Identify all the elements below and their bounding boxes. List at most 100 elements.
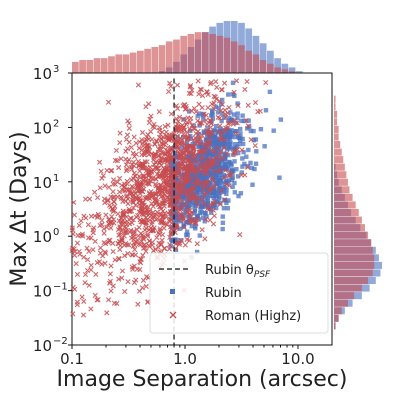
data-point <box>159 129 165 135</box>
data-point <box>191 211 197 216</box>
data-point <box>185 135 191 141</box>
y-tick-label: 10 <box>33 228 52 246</box>
data-point <box>164 156 170 162</box>
data-point <box>184 229 190 234</box>
data-point <box>137 206 143 212</box>
data-point <box>117 246 123 253</box>
data-point <box>123 162 129 168</box>
data-point <box>101 230 107 236</box>
data-point <box>148 113 154 119</box>
data-point <box>142 138 148 145</box>
right-hist-bar <box>334 141 341 149</box>
data-point <box>154 171 160 177</box>
x-axis-label: Image Separation (arcsec) <box>57 367 348 392</box>
data-point <box>278 117 284 122</box>
data-point <box>153 198 159 205</box>
data-point <box>202 219 207 224</box>
data-point <box>225 132 230 137</box>
data-point <box>231 112 237 117</box>
top-marginal-histogram <box>72 21 303 74</box>
data-point <box>159 219 165 226</box>
data-point <box>123 230 129 236</box>
data-point <box>84 267 91 274</box>
data-point <box>185 174 191 180</box>
data-point <box>139 129 146 136</box>
data-point <box>156 240 162 246</box>
data-point <box>187 126 193 132</box>
data-point <box>117 140 123 146</box>
data-point <box>158 140 164 146</box>
data-point <box>213 79 219 85</box>
y-tick-exponent: −2 <box>53 336 68 347</box>
data-point <box>78 218 84 224</box>
data-point <box>197 111 202 116</box>
data-point <box>226 104 232 111</box>
data-point <box>206 167 212 172</box>
data-point <box>219 87 225 93</box>
data-point <box>108 263 114 269</box>
data-point <box>139 188 146 195</box>
data-point <box>143 283 149 289</box>
top-hist-bar <box>267 63 274 73</box>
data-point <box>167 201 173 207</box>
data-point <box>131 153 138 160</box>
data-point <box>192 156 198 162</box>
data-point <box>106 238 112 244</box>
data-point <box>139 203 145 209</box>
data-point <box>199 227 205 233</box>
data-point <box>178 204 184 210</box>
data-point <box>211 134 217 140</box>
top-hist-bar <box>187 34 195 73</box>
data-point <box>170 224 175 230</box>
top-hist-bar <box>238 45 245 73</box>
data-point <box>171 131 177 137</box>
top-hist-bar <box>122 54 130 73</box>
data-point <box>212 183 218 190</box>
data-point <box>161 179 167 186</box>
data-point <box>184 143 190 150</box>
data-point <box>79 233 86 239</box>
data-point <box>218 136 224 142</box>
data-point <box>110 189 116 195</box>
top-hist-bar <box>245 50 253 73</box>
data-point <box>194 199 200 205</box>
data-point <box>222 127 228 134</box>
data-point <box>177 226 183 231</box>
data-point <box>146 181 153 187</box>
data-point <box>209 172 214 177</box>
data-point <box>131 279 137 286</box>
data-point <box>211 204 216 209</box>
data-point <box>184 129 190 136</box>
data-point <box>73 260 79 267</box>
data-point <box>168 231 174 237</box>
data-point <box>210 207 216 213</box>
data-point <box>185 232 190 238</box>
data-point <box>212 94 218 100</box>
data-point <box>172 199 178 205</box>
series-roman-points <box>69 78 269 318</box>
data-point <box>211 105 217 112</box>
data-point <box>203 117 209 123</box>
legend-rubin-swatch <box>170 289 175 294</box>
data-point <box>165 122 171 128</box>
data-point <box>214 156 219 162</box>
data-point <box>152 164 158 171</box>
data-point <box>190 158 195 163</box>
data-point <box>177 177 183 183</box>
data-point <box>142 227 148 233</box>
data-point <box>138 256 144 262</box>
data-point <box>139 232 146 238</box>
data-point <box>211 138 216 143</box>
y-tick-label: 10 <box>33 65 52 83</box>
data-point <box>221 115 227 120</box>
data-point <box>130 252 136 258</box>
data-point <box>192 219 198 226</box>
scatter-points <box>69 78 284 318</box>
data-point <box>157 219 164 225</box>
data-point <box>244 154 249 159</box>
y-tick-label: 10 <box>33 174 52 192</box>
data-point <box>251 138 257 143</box>
top-hist-bar <box>274 67 281 73</box>
data-point <box>168 111 174 117</box>
